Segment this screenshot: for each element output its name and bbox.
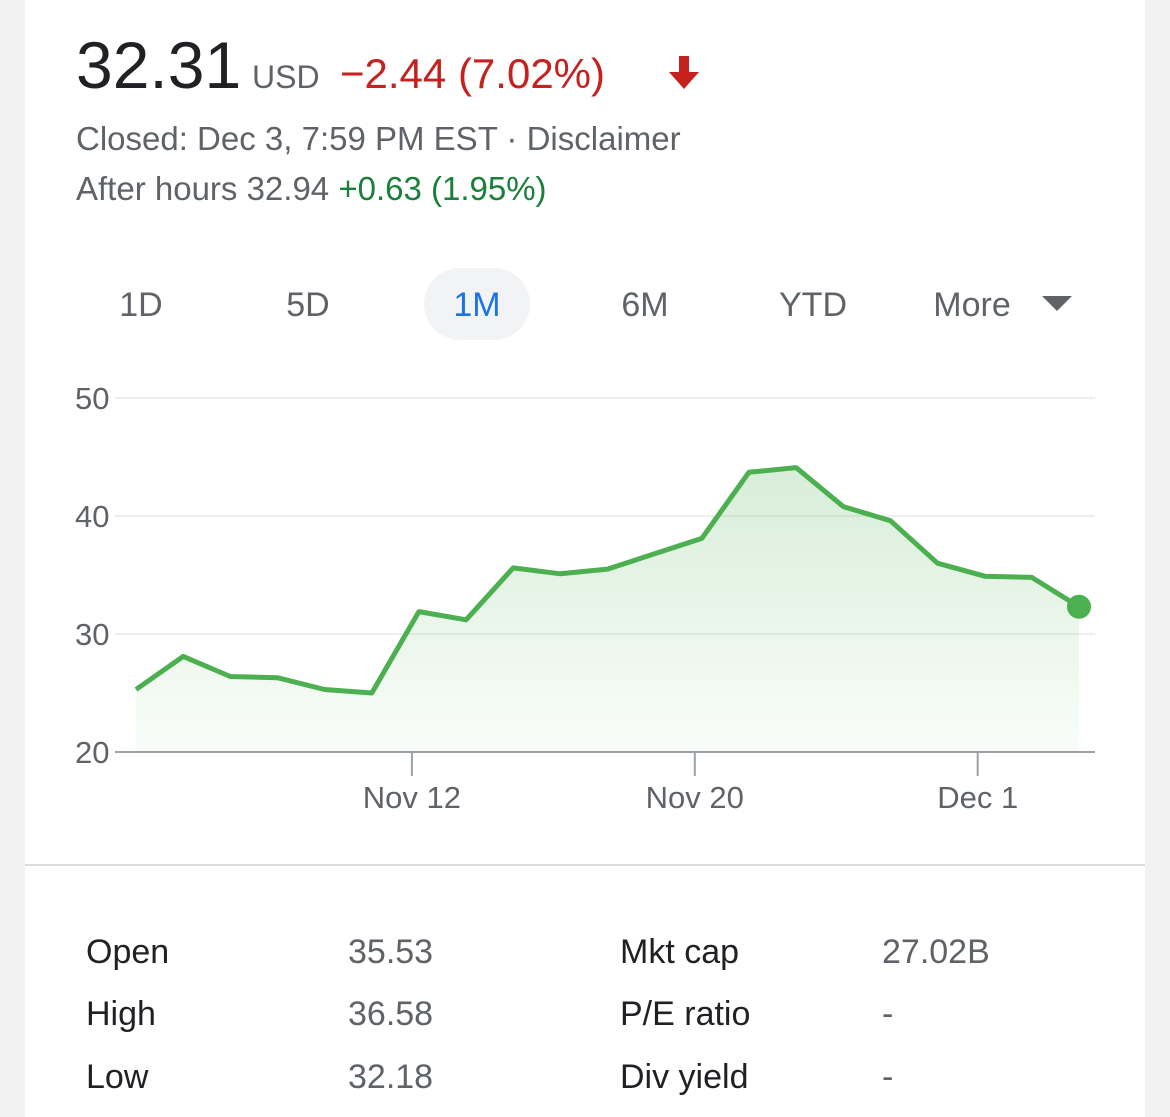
price-line bbox=[134, 465, 1081, 696]
stat-label: Low bbox=[86, 1058, 149, 1096]
range-tab[interactable]: YTD bbox=[779, 286, 847, 324]
stat-label: High bbox=[86, 995, 156, 1033]
y-tick-label: 50 bbox=[75, 381, 109, 416]
stat-value: 27.02B bbox=[882, 933, 990, 971]
after-hours-change: +0.63 (1.95%) bbox=[338, 170, 546, 207]
stat-value: - bbox=[882, 1058, 893, 1096]
closed-time: Closed: Dec 3, 7:59 PM EST bbox=[76, 120, 498, 157]
price: 32.31 bbox=[76, 28, 241, 102]
x-tick-label: Nov 20 bbox=[646, 780, 744, 815]
down-arrow bbox=[669, 56, 699, 89]
y-tick-label: 20 bbox=[75, 735, 109, 770]
disclaimer-link[interactable]: Disclaimer bbox=[527, 120, 681, 157]
tab-highlight bbox=[424, 268, 530, 340]
dropdown-triangle bbox=[1042, 296, 1072, 311]
stat-label: Mkt cap bbox=[620, 933, 739, 971]
price-area bbox=[136, 467, 1079, 752]
stats-table: Open 35.53 Mkt cap 27.02B High 36.58 P/E ratio… bbox=[86, 933, 990, 1096]
x-tick-label: Nov 12 bbox=[363, 780, 461, 815]
separator: · bbox=[506, 120, 517, 157]
range-tab[interactable]: 1M bbox=[453, 286, 500, 324]
stat-value: 32.18 bbox=[348, 1058, 433, 1096]
range-tab[interactable]: 1D bbox=[119, 286, 162, 324]
stat-value: - bbox=[882, 995, 893, 1033]
after-hours: After hours 32.94 bbox=[76, 170, 329, 207]
y-tick-label: 30 bbox=[75, 617, 109, 652]
chart: 20 30 40 50 Nov 12 Nov 20 Dec 1 bbox=[75, 381, 1095, 815]
currency: USD bbox=[252, 59, 320, 95]
range-tab[interactable]: 6M bbox=[621, 286, 668, 324]
y-tick-label: 40 bbox=[75, 499, 109, 534]
stat-label: Div yield bbox=[620, 1058, 748, 1096]
stat-value: 35.53 bbox=[348, 933, 433, 971]
stat-label: Open bbox=[86, 933, 169, 971]
stat-label: P/E ratio bbox=[620, 995, 750, 1033]
range-tab[interactable]: 5D bbox=[286, 286, 329, 324]
range-tab[interactable]: More bbox=[933, 286, 1010, 324]
after-hours-line: After hours 32.94 +0.63 (1.95%) bbox=[76, 170, 547, 207]
range-tabs: 1D 5D 1M 6M YTD More bbox=[119, 268, 1072, 340]
status-line: Closed: Dec 3, 7:59 PM EST · Disclaimer bbox=[76, 120, 681, 157]
card bbox=[25, 0, 1145, 1117]
price-change: −2.44 (7.02%) bbox=[340, 50, 605, 97]
last-point bbox=[1067, 594, 1091, 619]
x-tick-label: Dec 1 bbox=[937, 780, 1018, 815]
stat-value: 36.58 bbox=[348, 995, 433, 1033]
